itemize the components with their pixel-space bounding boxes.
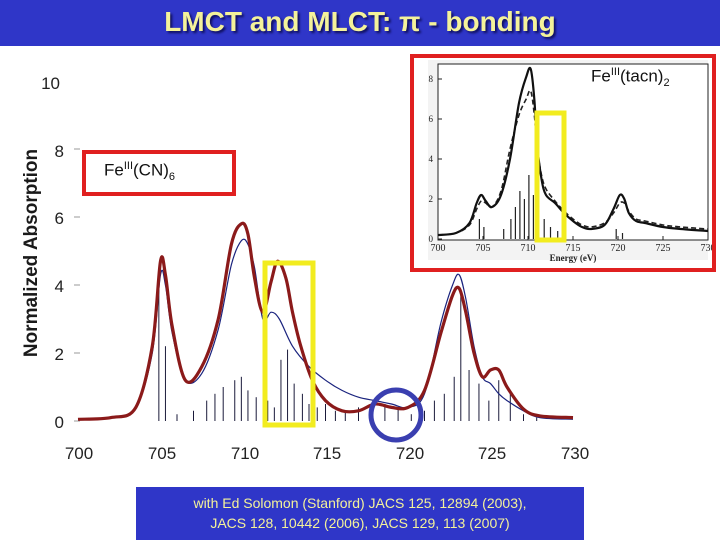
x-tick-label: 715	[312, 444, 342, 463]
inset-experimental-line	[437, 66, 709, 237]
slide-title: LMCT and MLCT: π - bonding	[0, 6, 720, 38]
inset-y-tick-label: 4	[429, 154, 434, 164]
inset-y-tick-label: 2	[429, 194, 434, 204]
y-axis-label: Normalized Absorption	[21, 148, 42, 358]
mlct-highlight-box	[262, 260, 316, 428]
citation-footer: with Ed Solomon (Stanford) JACS 125, 128…	[136, 487, 584, 540]
y-tick-label: 6	[54, 209, 64, 228]
inset-x-tick-label: 705	[476, 243, 491, 254]
citation-line-1: with Ed Solomon (Stanford) JACS 125, 128…	[193, 495, 527, 511]
inset-plot-frame	[437, 63, 709, 241]
y-tick-label: 2	[54, 345, 64, 364]
inset-x-tick-label: 720	[611, 243, 626, 254]
inset-highlight-box	[534, 110, 567, 243]
x-tick-label: 725	[477, 444, 507, 463]
inset-x-tick-label: 700	[431, 243, 446, 254]
x-tick-label: 705	[147, 444, 177, 463]
inset-x-axis-label: Energy (eV)	[550, 253, 597, 263]
y-tick-label: 10	[41, 74, 60, 93]
inset-y-tick-label: 6	[429, 114, 434, 124]
fetacn2-inset-box	[410, 54, 716, 272]
title-rest: - bonding	[420, 6, 556, 37]
inset-x-tick-label: 710	[521, 243, 536, 254]
inset-y-tick-label: 0	[429, 234, 434, 244]
lmct-highlight-circle	[368, 387, 424, 443]
experimental-spectrum-line	[77, 221, 574, 421]
title-bar	[0, 0, 720, 46]
fetacn2-label: FeIII(tacn)2	[591, 66, 670, 90]
citation-line-2: JACS 128, 10442 (2006), JACS 129, 113 (2…	[210, 515, 510, 531]
title-pi: π	[399, 6, 421, 37]
inset-x-tick-label: 715	[566, 243, 581, 254]
x-tick-label: 730	[560, 444, 590, 463]
inset-x-tick-label: 730	[701, 243, 716, 254]
fecn6-label: FeIII(CN)6	[104, 160, 176, 184]
x-tick-label: 710	[230, 444, 260, 463]
fecn6-label-box	[82, 150, 236, 196]
inset-x-tick-label: 725	[656, 243, 671, 254]
title-main: LMCT and MLCT:	[164, 6, 400, 37]
y-tick-label: 0	[54, 413, 64, 432]
inset-y-tick-label: 8	[429, 74, 434, 84]
x-tick-label: 700	[64, 444, 94, 463]
x-tick-label: 720	[395, 444, 425, 463]
citation-text: with Ed Solomon (Stanford) JACS 125, 128…	[136, 493, 584, 533]
y-tick-label: 8	[54, 142, 64, 161]
y-tick-label: 4	[54, 277, 64, 296]
